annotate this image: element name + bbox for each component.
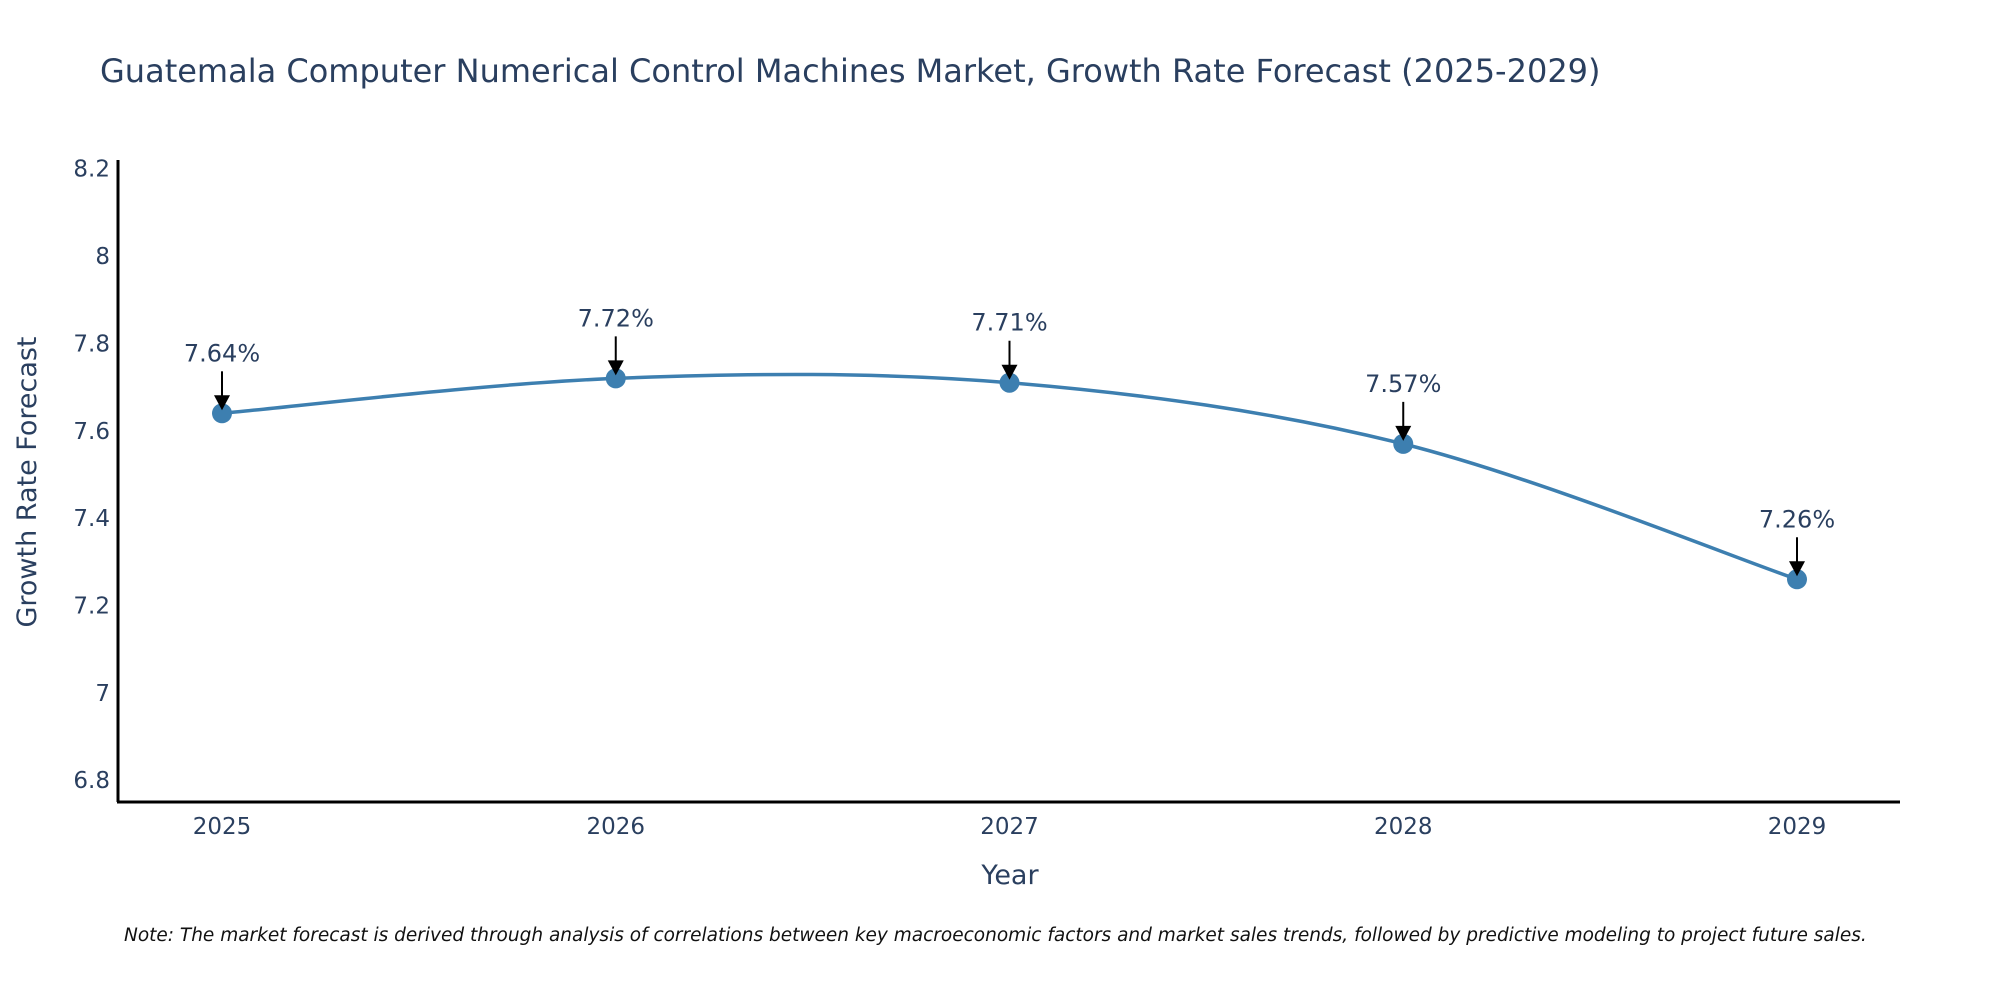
y-tick-label: 7.4 [73, 506, 110, 532]
x-tick-label: 2028 [1374, 814, 1433, 840]
x-axis-ticks: 2025 2026 2027 2028 2029 [193, 814, 1827, 840]
data-label: 7.64% [184, 339, 260, 367]
y-tick-label: 7 [95, 681, 110, 707]
y-tick-label: 7.6 [73, 419, 110, 445]
data-label: 7.71% [971, 309, 1047, 337]
annotation-arrowhead [214, 395, 230, 411]
x-axis-title: Year [980, 860, 1039, 891]
data-label: 7.72% [578, 304, 654, 332]
footnote: Note: The market forecast is derived thr… [124, 925, 1867, 946]
y-tick-label: 7.2 [73, 593, 110, 619]
data-point[interactable] [999, 372, 1020, 393]
y-axis-title: Growth Rate Forecast [12, 336, 43, 627]
x-tick-label: 2025 [193, 814, 252, 840]
data-point[interactable] [1393, 433, 1414, 454]
annotation-arrowhead [1789, 561, 1805, 577]
x-tick-label: 2029 [1768, 814, 1827, 840]
y-tick-label: 7.8 [73, 331, 110, 357]
data-point[interactable] [605, 368, 626, 389]
series-growth-rate [212, 368, 1807, 590]
annotation-arrowhead [607, 360, 624, 376]
x-tick-label: 2027 [980, 814, 1039, 840]
data-point[interactable] [1787, 569, 1807, 590]
chart-title: Guatemala Computer Numerical Control Mac… [100, 52, 1601, 90]
annotation-arrowhead [1395, 425, 1412, 441]
data-labels: 7.64% 7.72% 7.71% 7.57% 7.26% [184, 304, 1835, 577]
y-tick-label: 8.2 [73, 157, 110, 183]
y-axis-ticks: 6.8 7 7.2 7.4 7.6 7.8 8 8.2 [73, 157, 110, 794]
data-label: 7.26% [1759, 505, 1835, 533]
annotation-arrowhead [1001, 364, 1018, 380]
y-tick-label: 6.8 [73, 768, 110, 794]
x-tick-label: 2026 [586, 814, 645, 840]
y-tick-label: 8 [95, 244, 110, 270]
data-label: 7.57% [1365, 370, 1441, 398]
data-point[interactable] [212, 403, 232, 424]
series-line [221, 372, 1798, 581]
